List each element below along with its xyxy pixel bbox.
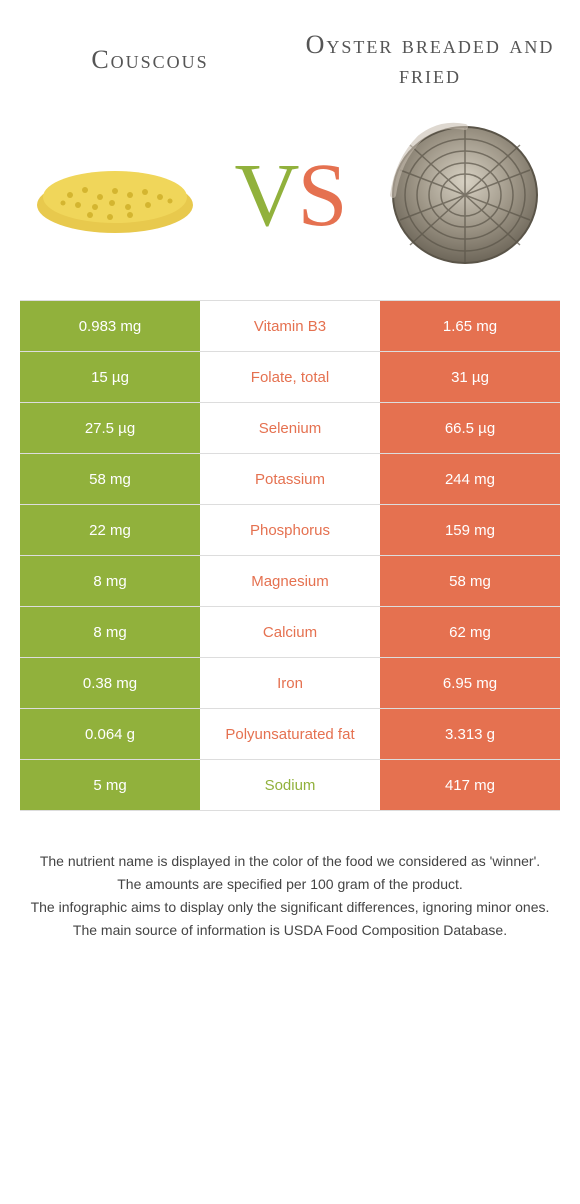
value-left: 27.5 µg xyxy=(20,403,200,453)
nutrient-label: Phosphorus xyxy=(200,505,380,555)
footer-line: The main source of information is USDA F… xyxy=(20,920,560,941)
table-row: 8 mgMagnesium58 mg xyxy=(20,556,560,607)
value-right: 3.313 g xyxy=(380,709,560,759)
nutrient-label: Folate, total xyxy=(200,352,380,402)
value-left: 8 mg xyxy=(20,556,200,606)
value-right: 244 mg xyxy=(380,454,560,504)
couscous-image xyxy=(30,110,200,280)
value-right: 159 mg xyxy=(380,505,560,555)
table-row: 0.983 mgVitamin B31.65 mg xyxy=(20,301,560,352)
value-left: 0.983 mg xyxy=(20,301,200,351)
vs-label: VS xyxy=(234,144,345,247)
table-row: 15 µgFolate, total31 µg xyxy=(20,352,560,403)
footer-line: The nutrient name is displayed in the co… xyxy=(20,851,560,872)
table-row: 0.38 mgIron6.95 mg xyxy=(20,658,560,709)
table-row: 58 mgPotassium244 mg xyxy=(20,454,560,505)
nutrient-label: Magnesium xyxy=(200,556,380,606)
table-row: 22 mgPhosphorus159 mg xyxy=(20,505,560,556)
value-right: 58 mg xyxy=(380,556,560,606)
value-right: 1.65 mg xyxy=(380,301,560,351)
table-row: 8 mgCalcium62 mg xyxy=(20,607,560,658)
value-left: 0.064 g xyxy=(20,709,200,759)
footer-line: The infographic aims to display only the… xyxy=(20,897,560,918)
value-right: 66.5 µg xyxy=(380,403,560,453)
nutrient-label: Potassium xyxy=(200,454,380,504)
value-right: 417 mg xyxy=(380,760,560,810)
food-title-left: Couscous xyxy=(10,45,290,75)
value-right: 31 µg xyxy=(380,352,560,402)
table-row: 0.064 gPolyunsaturated fat3.313 g xyxy=(20,709,560,760)
value-left: 22 mg xyxy=(20,505,200,555)
vs-s: S xyxy=(297,146,345,245)
vs-v: V xyxy=(234,146,297,245)
nutrient-label: Calcium xyxy=(200,607,380,657)
footer-line: The amounts are specified per 100 gram o… xyxy=(20,874,560,895)
table-row: 5 mgSodium417 mg xyxy=(20,760,560,811)
nutrient-label: Sodium xyxy=(200,760,380,810)
oyster-image xyxy=(380,110,550,280)
nutrient-label: Iron xyxy=(200,658,380,708)
footer-notes: The nutrient name is displayed in the co… xyxy=(20,851,560,941)
value-left: 5 mg xyxy=(20,760,200,810)
value-right: 6.95 mg xyxy=(380,658,560,708)
nutrient-label: Polyunsaturated fat xyxy=(200,709,380,759)
value-left: 15 µg xyxy=(20,352,200,402)
value-left: 8 mg xyxy=(20,607,200,657)
nutrient-label: Selenium xyxy=(200,403,380,453)
header: Couscous Oyster breaded and fried xyxy=(0,0,580,100)
nutrient-table: 0.983 mgVitamin B31.65 mg15 µgFolate, to… xyxy=(20,300,560,811)
table-row: 27.5 µgSelenium66.5 µg xyxy=(20,403,560,454)
value-right: 62 mg xyxy=(380,607,560,657)
food-title-right: Oyster breaded and fried xyxy=(290,30,570,90)
images-row: VS xyxy=(0,100,580,300)
value-left: 58 mg xyxy=(20,454,200,504)
nutrient-label: Vitamin B3 xyxy=(200,301,380,351)
value-left: 0.38 mg xyxy=(20,658,200,708)
